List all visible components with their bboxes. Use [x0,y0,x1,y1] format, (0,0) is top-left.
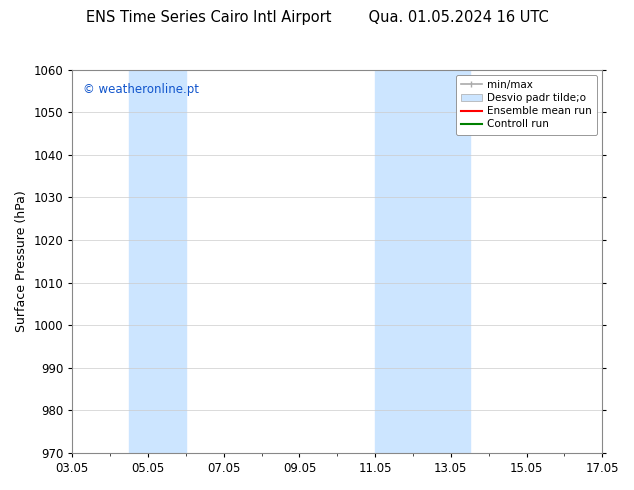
Y-axis label: Surface Pressure (hPa): Surface Pressure (hPa) [15,191,28,332]
Bar [129,70,186,453]
Text: © weatheronline.pt: © weatheronline.pt [83,83,199,96]
Bar [375,70,470,453]
Legend: min/max, Desvio padr tilde;o, Ensemble mean run, Controll run: min/max, Desvio padr tilde;o, Ensemble m… [456,75,597,135]
Text: ENS Time Series Cairo Intl Airport        Qua. 01.05.2024 16 UTC: ENS Time Series Cairo Intl Airport Qua. … [86,10,548,25]
